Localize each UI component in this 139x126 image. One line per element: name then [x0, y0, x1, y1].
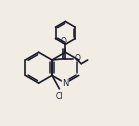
Text: O: O [74, 54, 80, 63]
Text: O: O [61, 37, 67, 46]
Text: Cl: Cl [56, 92, 63, 101]
Text: N: N [62, 79, 69, 88]
